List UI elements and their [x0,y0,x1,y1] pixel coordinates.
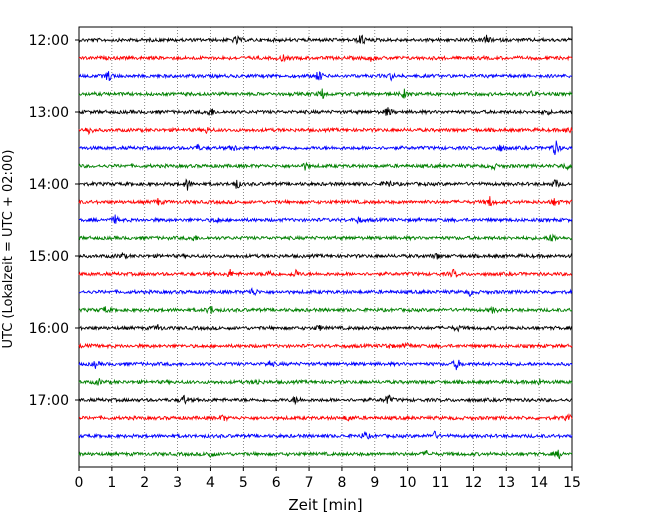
x-tick-label: 11 [432,475,450,491]
x-tick-label: 14 [530,475,548,491]
y-tick-label: 15:00 [29,249,69,265]
seismic-trace [78,359,573,371]
y-tick-label: 17:00 [29,393,69,409]
x-tick-label: 1 [107,475,116,491]
y-tick-label: 14:00 [29,177,69,193]
seismic-trace [78,305,573,315]
seismic-trace [78,126,573,136]
seismic-trace [78,287,573,297]
seismic-trace [78,341,573,350]
x-tick-label: 2 [140,475,149,491]
seismic-trace [78,161,573,172]
seismic-trace [78,449,573,460]
seismic-trace [78,268,573,278]
y-tick-label: 16:00 [29,321,69,337]
x-tick-label: 4 [206,475,215,491]
y-tick-label: 12:00 [29,33,69,49]
x-tick-label: 12 [464,475,482,491]
x-tick-label: 13 [497,475,515,491]
seismic-trace [78,107,573,116]
y-axis-title: UTC (Lokalzeit = UTC + 02:00) [1,150,16,349]
y-tick-label: 13:00 [29,105,69,121]
x-tick-label: 7 [305,475,314,491]
x-axis-title: Zeit [min] [288,496,362,514]
plot-area [78,26,573,468]
seismic-trace [78,71,573,82]
seismic-trace [78,430,573,440]
seismic-trace [78,214,573,225]
x-tick-label: 3 [173,475,182,491]
x-tick-label: 10 [399,475,417,491]
seismic-trace [78,324,573,333]
seismic-trace [78,196,573,207]
grid-lines [111,27,540,467]
seismic-trace [78,140,573,155]
x-tick-label: 0 [75,475,84,491]
seismic-trace [78,252,573,260]
seismic-trace [78,378,573,386]
x-tick-label: 8 [337,475,346,491]
seismic-trace [78,413,573,422]
x-tick-label: 6 [272,475,281,491]
x-tick-label: 9 [370,475,379,491]
seismic-trace [78,178,573,191]
y-axis-ticks: 12:00 13:00 14:00 15:00 16:00 17:00 [29,33,79,409]
x-tick-label: 15 [563,475,581,491]
seismic-trace [78,394,573,406]
seismic-trace [78,233,573,242]
traces [78,34,573,460]
seismic-trace [78,88,573,99]
seismic-trace [78,34,573,46]
x-tick-label: 5 [239,475,248,491]
x-axis-ticks: 0 1 2 3 4 5 6 7 8 9 10 11 12 13 14 15 [75,467,581,491]
seismic-trace [78,54,573,63]
